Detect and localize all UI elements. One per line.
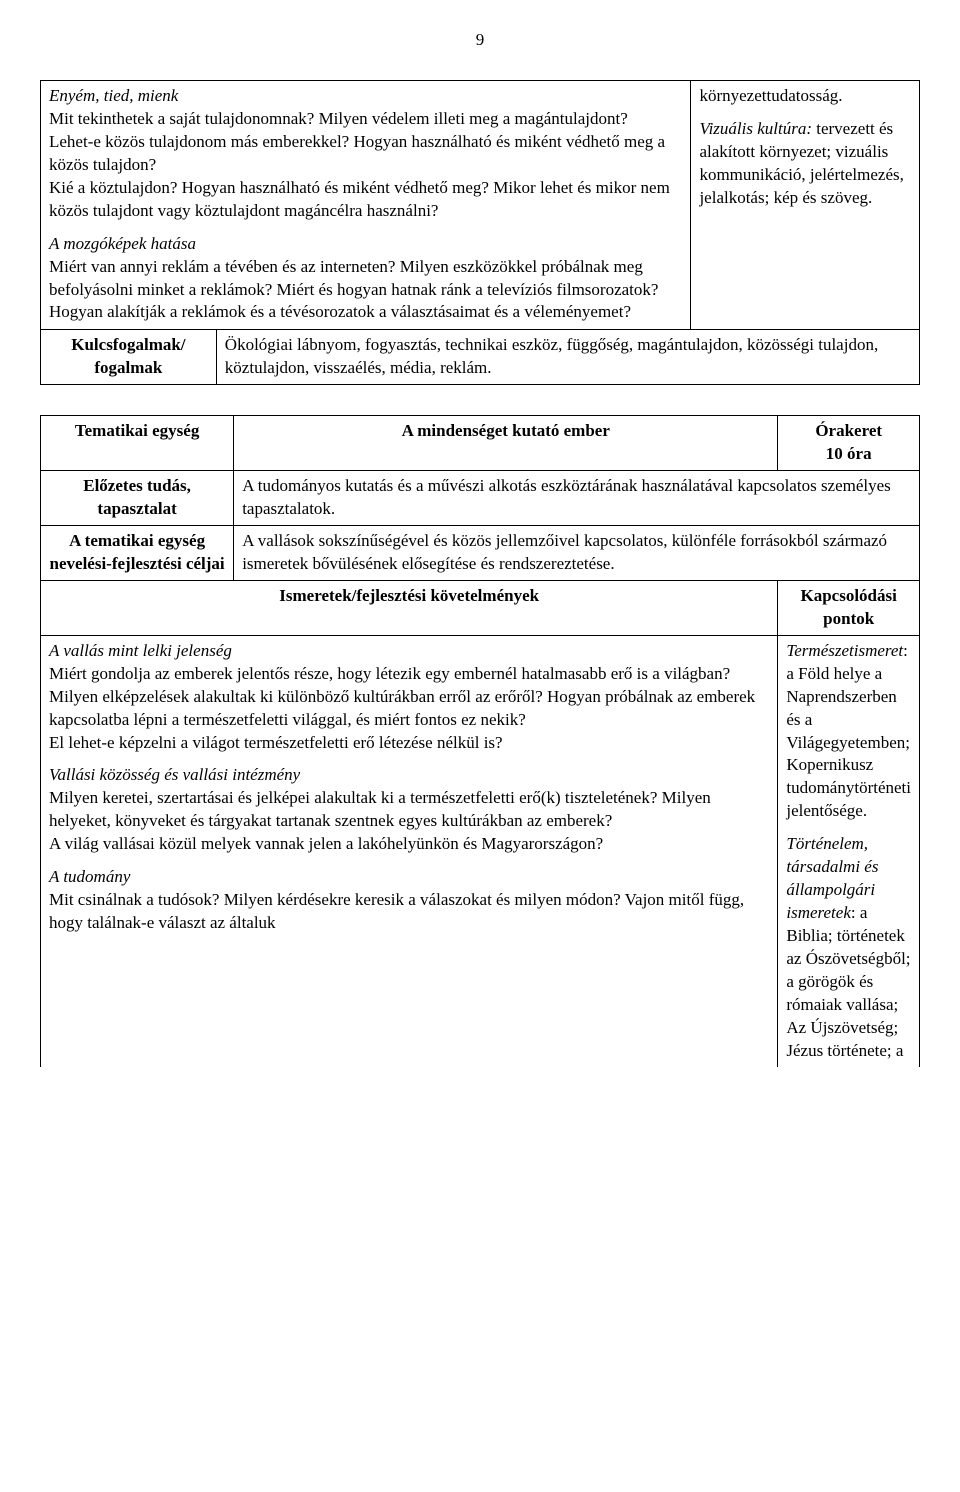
t1-right-word: környezettudatosság. bbox=[699, 85, 911, 108]
t2-r3c2: A vallások sokszínűségével és közös jell… bbox=[234, 526, 920, 581]
t2-r5-left-p3-title: A tudomány bbox=[49, 867, 130, 886]
t1-left-p1-title: Enyém, tied, mienk bbox=[49, 86, 178, 105]
table-2: Tematikai egység A mindenséget kutató em… bbox=[40, 415, 920, 1066]
t2-r5-right-p2-rest: : a Biblia; történetek az Ószövetségből;… bbox=[786, 903, 910, 1060]
t2-r5-right-p1-it: Természetismeret bbox=[786, 641, 903, 660]
t1-left-p2-title: A mozgóképek hatása bbox=[49, 234, 196, 253]
t2-r1c1: Tematikai egység bbox=[41, 416, 234, 471]
t1-left-p2-body: Miért van annyi reklám a tévében és az i… bbox=[49, 257, 658, 322]
t2-r1c3: Órakeret 10 óra bbox=[778, 416, 920, 471]
t1-right: környezettudatosság. Vizuális kultúra: t… bbox=[691, 81, 920, 330]
t2-r5-left: A vallás mint lelki jelenség Miért gondo… bbox=[41, 635, 778, 1066]
t2-r1c3a: Órakeret bbox=[815, 421, 882, 440]
t2-r5-right: Természetismeret: a Föld helye a Naprend… bbox=[778, 635, 920, 1066]
t2-r1c2: A mindenséget kutató ember bbox=[234, 416, 778, 471]
t2-r3c1: A tematikai egység nevelési-fejlesztési … bbox=[41, 526, 234, 581]
t2-r5-left-p1-title: A vallás mint lelki jelenség bbox=[49, 641, 232, 660]
t2-r2c1: Előzetes tudás, tapasztalat bbox=[41, 471, 234, 526]
t2-r5-right-p1-rest: : a Föld helye a Naprendszerben és a Vil… bbox=[786, 641, 911, 821]
t2-r1c3b: 10 óra bbox=[826, 444, 872, 463]
t2-r4c1: Ismeretek/fejlesztési követelmények bbox=[41, 580, 778, 635]
page-number: 9 bbox=[40, 30, 920, 50]
t2-r2c2: A tudományos kutatás és a művészi alkotá… bbox=[234, 471, 920, 526]
t1-kulcs-body: Ökológiai lábnyom, fogyasztás, technikai… bbox=[216, 330, 919, 385]
t1-kulcs-label: Kulcsfogalmak/ fogalmak bbox=[41, 330, 217, 385]
t1-left-p1-body: Mit tekinthetek a saját tulajdonomnak? M… bbox=[49, 109, 670, 220]
t2-r5-left-p2-title: Vallási közösség és vallási intézmény bbox=[49, 765, 300, 784]
t2-r5-left-p1-body: Miért gondolja az emberek jelentős része… bbox=[49, 664, 755, 752]
t1-left-upper: Enyém, tied, mienk Mit tekinthetek a saj… bbox=[41, 81, 691, 329]
t2-r5-left-p2-body: Milyen keretei, szertartásai és jelképei… bbox=[49, 788, 711, 853]
t2-r5-left-p3-body: Mit csinálnak a tudósok? Milyen kérdések… bbox=[49, 890, 744, 932]
t2-r4c2: Kapcsolódási pontok bbox=[778, 580, 920, 635]
t1-right-italic: Vizuális kultúra: bbox=[699, 119, 812, 138]
table-1: Enyém, tied, mienk Mit tekinthetek a saj… bbox=[40, 80, 920, 385]
